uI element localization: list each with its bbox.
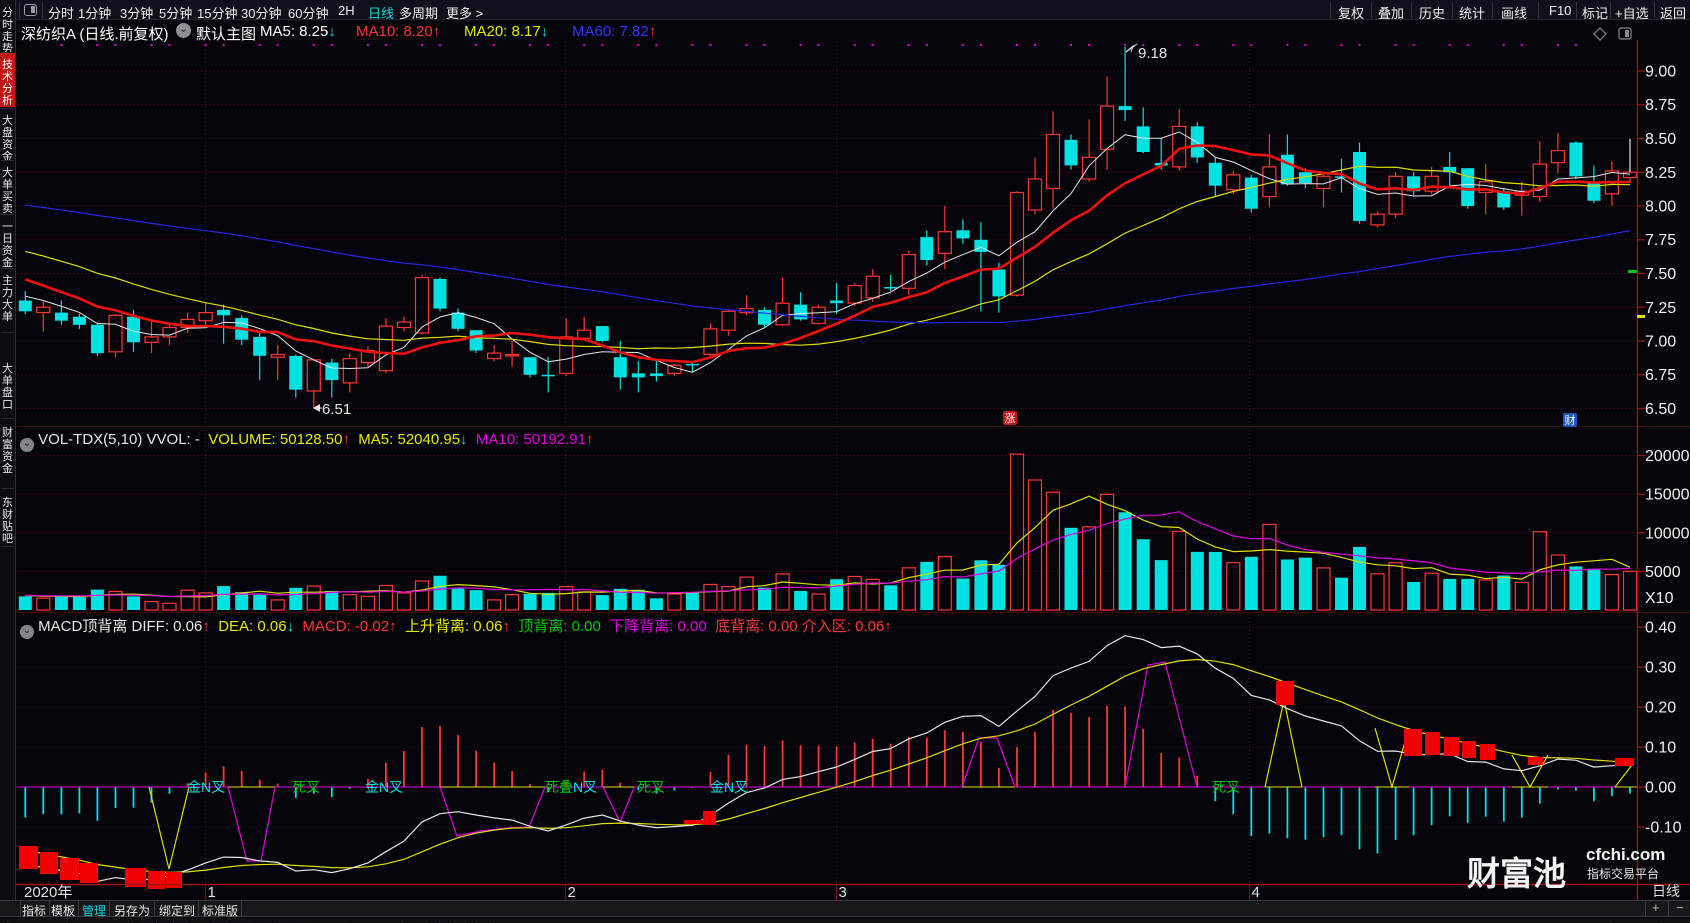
svg-text:15000: 15000 [1645, 487, 1690, 504]
svg-text:0.30: 0.30 [1645, 660, 1676, 677]
svg-text:X10: X10 [1645, 590, 1674, 607]
svg-text:3: 3 [839, 884, 847, 901]
svg-text:8.50: 8.50 [1645, 131, 1676, 148]
svg-text:财: 财 [1565, 413, 1576, 427]
svg-text:9.00: 9.00 [1645, 64, 1676, 81]
svg-text:1: 1 [208, 884, 216, 901]
svg-text:死叉: 死叉 [292, 779, 320, 795]
svg-text:涨: 涨 [1005, 412, 1016, 425]
svg-text:8.75: 8.75 [1645, 97, 1676, 114]
svg-text:指标交易平台: 指标交易平台 [1587, 866, 1659, 881]
svg-text:2020年: 2020年 [24, 884, 72, 901]
svg-text:死叠: 死叠 [545, 779, 573, 795]
svg-text:金N叉: 金N叉 [710, 779, 748, 795]
svg-text:7.25: 7.25 [1645, 300, 1676, 317]
svg-text:金N叉: 金N叉 [365, 779, 403, 795]
svg-text:4: 4 [1252, 884, 1260, 901]
svg-text:-0.10: -0.10 [1645, 820, 1682, 837]
svg-text:0.40: 0.40 [1645, 620, 1676, 637]
svg-text:6.50: 6.50 [1645, 401, 1676, 418]
svg-text:6.75: 6.75 [1645, 367, 1676, 384]
svg-text:死叉: 死叉 [1212, 779, 1240, 795]
svg-text:死叉: 死叉 [637, 779, 665, 795]
svg-text:金N叉: 金N叉 [187, 779, 225, 795]
svg-text:0.10: 0.10 [1645, 740, 1676, 757]
svg-text:10000: 10000 [1645, 525, 1690, 542]
svg-text:0.20: 0.20 [1645, 700, 1676, 717]
svg-text:N叉: N叉 [573, 779, 597, 795]
svg-text:日线: 日线 [1652, 883, 1680, 899]
svg-text:7.00: 7.00 [1645, 334, 1676, 351]
svg-text:8.25: 8.25 [1645, 165, 1676, 182]
svg-text:cfchi.com: cfchi.com [1586, 845, 1665, 864]
svg-text:0.00: 0.00 [1645, 780, 1676, 797]
svg-text:6.51: 6.51 [322, 401, 351, 418]
svg-text:20000: 20000 [1645, 448, 1690, 465]
svg-text:7.50: 7.50 [1645, 266, 1676, 283]
svg-text:9.18: 9.18 [1138, 45, 1167, 62]
svg-text:2: 2 [568, 884, 576, 901]
svg-text:财富池: 财富池 [1467, 855, 1566, 892]
svg-text:7.75: 7.75 [1645, 232, 1676, 249]
svg-text:8.00: 8.00 [1645, 199, 1676, 216]
svg-text:5000: 5000 [1645, 564, 1681, 581]
